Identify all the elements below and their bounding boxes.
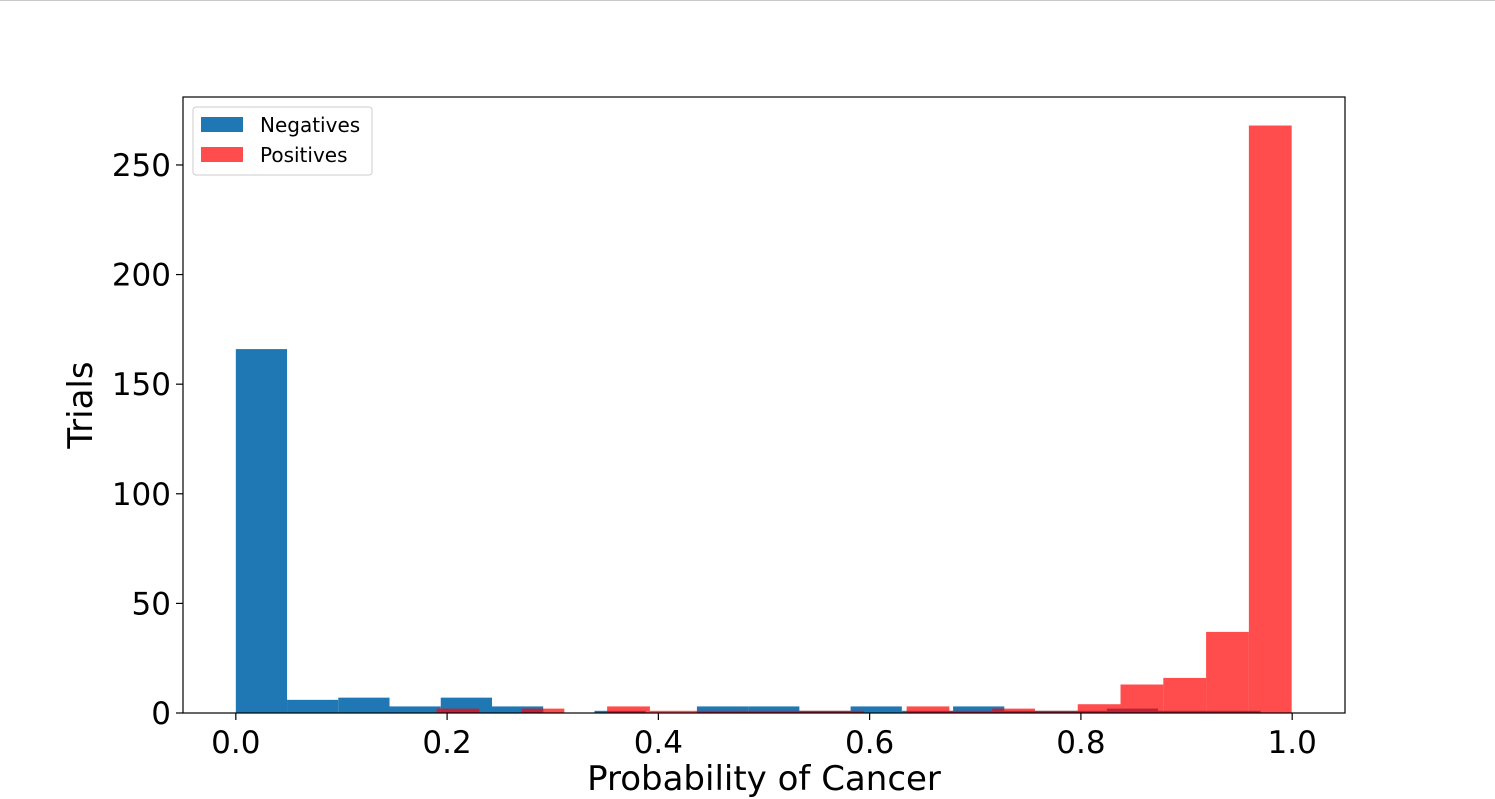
bar-negatives-12 bbox=[850, 706, 902, 713]
bar-positives-9 bbox=[949, 710, 993, 713]
y-tick-label: 100 bbox=[112, 477, 171, 513]
bar-positives-5 bbox=[735, 710, 779, 713]
bar-positives-10 bbox=[992, 708, 1035, 713]
legend: Negatives Positives bbox=[192, 106, 373, 176]
legend-label-positives: Positives bbox=[260, 143, 348, 167]
y-axis-ticks: 0 50 100 150 200 250 bbox=[112, 148, 183, 732]
x-axis-title: Probability of Cancer bbox=[587, 759, 941, 799]
legend-swatch-negatives bbox=[201, 117, 243, 132]
y-tick-label: 50 bbox=[132, 586, 171, 622]
bar-positives-3 bbox=[649, 710, 693, 713]
bar-negatives-9 bbox=[696, 706, 749, 713]
y-axis-title: Trials bbox=[61, 361, 101, 449]
x-tick-label: 0.4 bbox=[634, 725, 683, 761]
plot-area-frame bbox=[182, 96, 1346, 714]
bar-positives-7 bbox=[821, 710, 864, 713]
x-tick-label: 0.0 bbox=[211, 725, 260, 761]
y-tick-label: 250 bbox=[112, 148, 171, 184]
bar-positives-0 bbox=[436, 708, 480, 713]
bar-positives-16 bbox=[1248, 125, 1292, 713]
bar-positives-4 bbox=[692, 710, 736, 713]
x-tick-label: 0.8 bbox=[1056, 725, 1105, 761]
series-positives-bars bbox=[436, 125, 1292, 713]
series-negatives-bars bbox=[235, 349, 1261, 713]
top-border-line bbox=[0, 0, 1495, 1]
bar-positives-12 bbox=[1077, 704, 1121, 713]
bar-negatives-14 bbox=[953, 706, 1005, 713]
bar-negatives-3 bbox=[389, 706, 441, 713]
y-tick-label: 150 bbox=[112, 367, 171, 403]
bar-positives-11 bbox=[1034, 710, 1078, 713]
x-tick-label: 1.0 bbox=[1268, 725, 1317, 761]
x-axis-ticks: 0.0 0.2 0.4 0.6 0.8 1.0 bbox=[211, 713, 1317, 761]
bar-positives-6 bbox=[778, 710, 822, 713]
y-tick-label: 200 bbox=[112, 258, 171, 294]
bar-positives-2 bbox=[607, 706, 650, 713]
y-tick-label: 0 bbox=[151, 696, 171, 732]
bar-positives-8 bbox=[906, 706, 950, 713]
legend-label-negatives: Negatives bbox=[260, 113, 360, 137]
bar-negatives-2 bbox=[338, 697, 390, 713]
x-tick-label: 0.2 bbox=[422, 725, 471, 761]
bar-positives-13 bbox=[1120, 684, 1164, 713]
x-tick-label: 0.6 bbox=[845, 725, 894, 761]
bar-negatives-10 bbox=[748, 706, 800, 713]
bar-positives-15 bbox=[1206, 631, 1249, 713]
legend-swatch-positives bbox=[201, 147, 243, 162]
bar-positives-14 bbox=[1163, 677, 1207, 713]
bar-positives-1 bbox=[521, 708, 565, 713]
bar-negatives-1 bbox=[287, 699, 339, 713]
bar-negatives-5 bbox=[491, 706, 544, 713]
bar-negatives-0 bbox=[235, 349, 288, 713]
